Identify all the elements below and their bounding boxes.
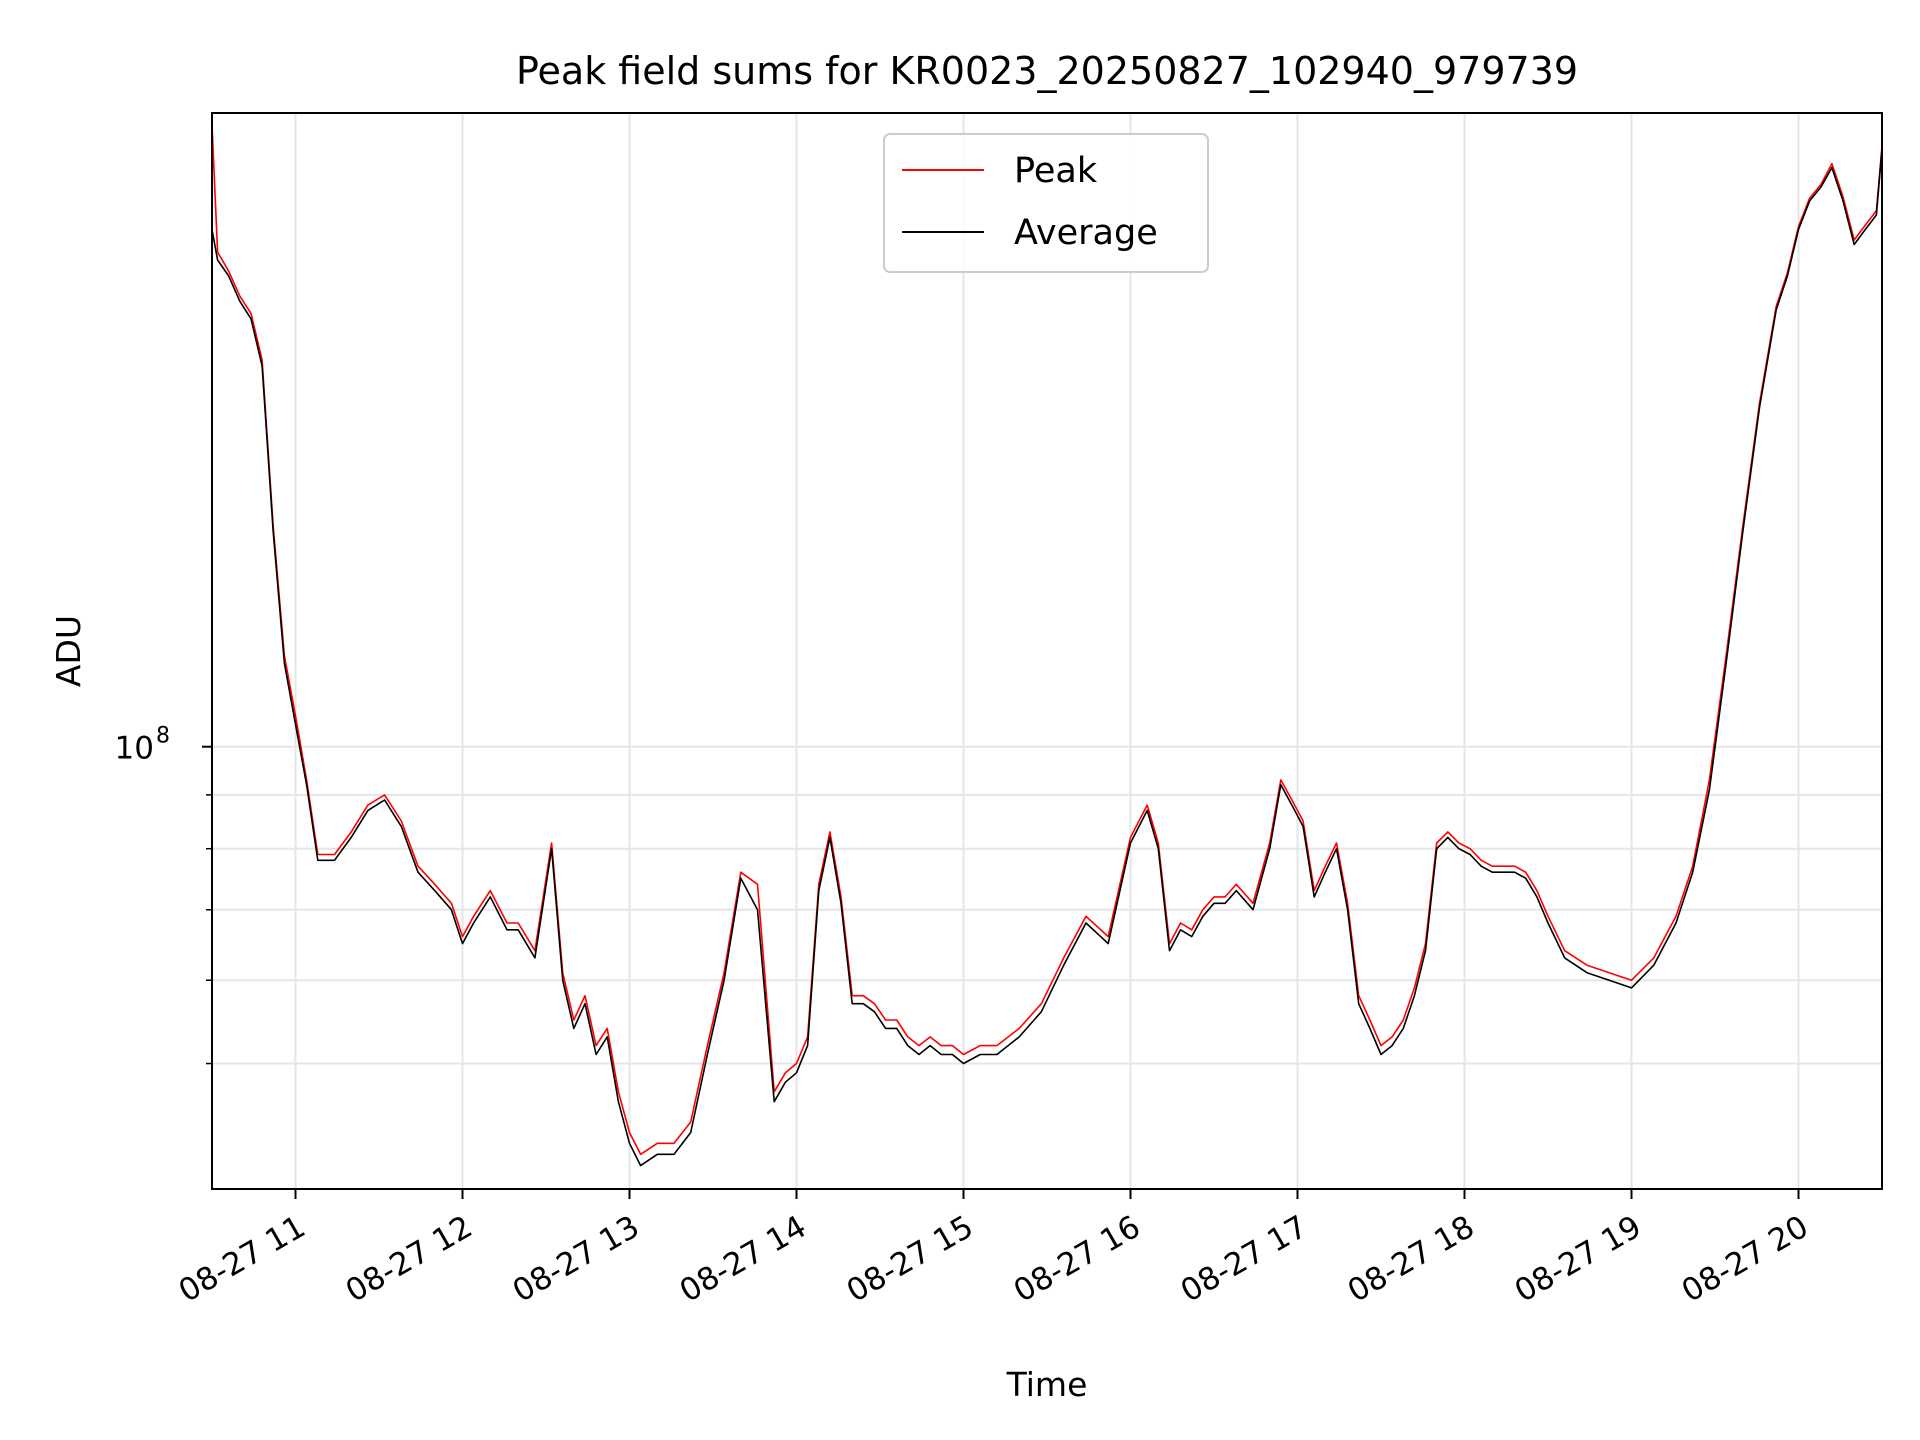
chart-title: Peak field sums for KR0023_20250827_1029… [516,49,1578,93]
legend: Peak Average [883,133,1209,273]
legend-box [883,133,1209,273]
series-lines [211,124,1883,1167]
y-axis-label: ADU [49,615,88,687]
series-peak-line [211,124,1883,1156]
x-axis-label: Time [1006,1365,1088,1404]
series-average-line [211,148,1883,1167]
legend-average-label: Average [1014,213,1158,253]
y-tick-label-exponent: 8 [156,724,170,749]
grid-lines [212,113,1882,1189]
legend-peak-label: Peak [1014,151,1098,191]
plot-area-frame [211,112,1883,1190]
